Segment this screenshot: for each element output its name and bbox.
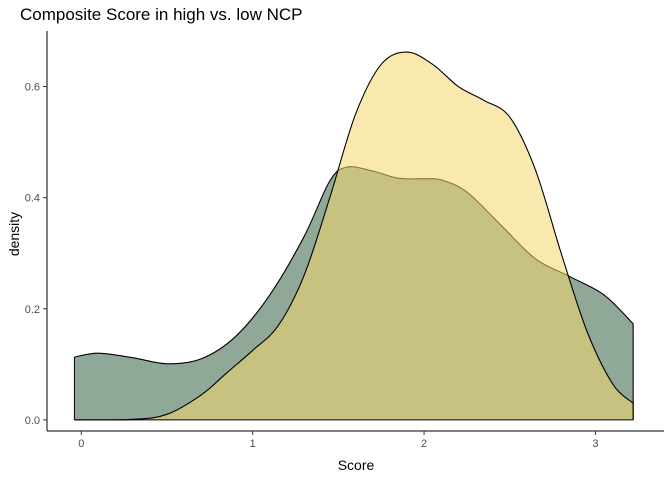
chart-title: Composite Score in high vs. low NCP — [20, 5, 303, 24]
y-tick-label: 0.2 — [25, 304, 40, 316]
y-tick-label: 0.6 — [25, 82, 40, 94]
x-tick-label: 0 — [78, 438, 84, 450]
x-tick-label: 3 — [592, 438, 598, 450]
x-axis-label: Score — [338, 457, 375, 473]
y-tick-label: 0.4 — [25, 193, 40, 205]
density-line-2 — [74, 51, 634, 421]
x-tick-label: 2 — [421, 438, 427, 450]
plot-area — [73, 51, 634, 421]
axes: 0 1 2 3 0.0 0.2 0.4 0.6 — [25, 31, 664, 450]
y-tick-label: 0.0 — [25, 415, 40, 427]
y-axis-label: density — [6, 212, 22, 256]
density-area-2 — [74, 52, 634, 420]
x-tick-label: 1 — [250, 438, 256, 450]
